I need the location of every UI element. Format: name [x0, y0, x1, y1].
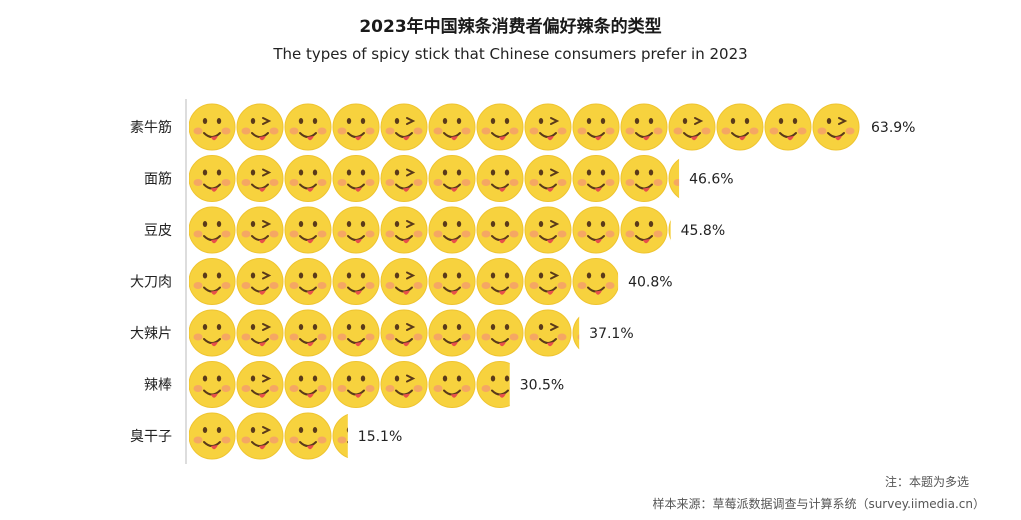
smiley-face-icon — [236, 309, 284, 357]
smiley-face-icon — [428, 258, 476, 305]
smiley-face-icon — [189, 412, 236, 460]
smiley-face-icon — [380, 155, 428, 202]
smiley-face-icon — [668, 103, 716, 151]
smiley-face-icon — [284, 103, 332, 151]
smiley-face-icon — [524, 206, 572, 254]
chart-subtitle: The types of spicy stick that Chinese co… — [273, 45, 748, 63]
value-label: 40.8% — [628, 275, 672, 291]
smiley-face-icon — [476, 155, 524, 202]
bar-6 — [189, 361, 510, 408]
smiley-face-icon — [380, 206, 428, 254]
value-label: 45.8% — [681, 223, 725, 239]
smiley-face-icon — [476, 206, 524, 254]
bar-4 — [189, 258, 619, 305]
chart-source: 样本来源：草莓派数据调查与计算系统（survey.iimedia.cn） — [652, 497, 985, 511]
smiley-face-icon — [428, 361, 476, 408]
smiley-face-icon — [332, 155, 380, 202]
value-label: 15.1% — [358, 429, 402, 445]
smiley-face-icon — [189, 206, 236, 254]
category-label: 臭干子 — [130, 429, 172, 445]
smiley-face-icon — [428, 309, 476, 357]
smiley-face-icon — [620, 206, 668, 254]
smiley-face-icon — [620, 155, 668, 202]
smiley-face-icon — [284, 309, 332, 357]
chart-note: 注：本题为多选 — [884, 475, 969, 489]
smiley-face-icon — [332, 361, 380, 408]
smiley-face-icon — [236, 206, 284, 254]
chart-title: 2023年中国辣条消费者偏好辣条的类型 — [359, 17, 662, 37]
smiley-face-icon — [236, 412, 284, 460]
category-label: 面筋 — [144, 171, 172, 188]
smiley-face-icon — [236, 361, 284, 408]
smiley-face-icon — [189, 258, 236, 305]
smiley-face-icon — [764, 103, 812, 151]
smiley-face-icon — [332, 103, 380, 151]
bar-1 — [189, 103, 860, 151]
smiley-face-icon — [332, 258, 380, 305]
category-label: 大刀肉 — [130, 275, 172, 291]
smiley-face-icon — [428, 206, 476, 254]
value-label: 30.5% — [520, 378, 564, 394]
smiley-face-icon — [572, 258, 619, 305]
smiley-face-icon — [524, 258, 572, 305]
smiley-face-icon — [284, 412, 332, 460]
value-label: 46.6% — [689, 172, 733, 188]
smiley-face-icon — [428, 103, 476, 151]
smiley-face-icon — [524, 155, 572, 202]
smiley-face-icon — [380, 258, 428, 305]
bar-2 — [189, 155, 680, 202]
smiley-face-icon — [332, 206, 380, 254]
smiley-face-icon — [284, 206, 332, 254]
smiley-face-icon — [716, 103, 764, 151]
smiley-face-icon — [668, 220, 671, 240]
smiley-face-icon — [428, 155, 476, 202]
smiley-face-icon — [524, 309, 572, 357]
value-label: 63.9% — [871, 120, 915, 136]
smiley-face-icon — [572, 316, 580, 350]
smiley-face-icon — [189, 103, 236, 151]
smiley-face-icon — [572, 206, 620, 254]
smiley-face-icon — [668, 158, 680, 199]
smiley-face-icon — [332, 413, 348, 459]
smiley-face-icon — [189, 309, 236, 357]
category-label: 素牛筋 — [130, 119, 172, 136]
smiley-face-icon — [236, 103, 284, 151]
category-label: 大辣片 — [130, 326, 172, 342]
smiley-face-icon — [812, 103, 860, 151]
smiley-face-icon — [572, 155, 620, 202]
category-label: 豆皮 — [144, 223, 172, 239]
smiley-face-icon — [476, 309, 524, 357]
smiley-face-icon — [236, 258, 284, 305]
smiley-face-icon — [620, 103, 668, 151]
smiley-face-icon — [284, 258, 332, 305]
smiley-face-icon — [380, 361, 428, 408]
smiley-face-icon — [572, 103, 620, 151]
category-label: 辣棒 — [144, 378, 172, 394]
smiley-face-icon — [332, 309, 380, 357]
smiley-face-icon — [284, 361, 332, 408]
smiley-face-icon — [236, 155, 284, 202]
bar-5 — [189, 309, 580, 357]
bar-3 — [189, 206, 671, 254]
smiley-face-icon — [476, 258, 524, 305]
smiley-face-icon — [380, 103, 428, 151]
smiley-face-icon — [189, 361, 236, 408]
smiley-face-icon — [380, 309, 428, 357]
smiley-face-icon — [476, 103, 524, 151]
bar-7 — [189, 412, 348, 460]
smiley-face-icon — [476, 361, 510, 408]
smiley-face-icon — [189, 155, 236, 202]
value-label: 37.1% — [589, 326, 633, 342]
smiley-face-icon — [284, 155, 332, 202]
smiley-face-icon — [524, 103, 572, 151]
